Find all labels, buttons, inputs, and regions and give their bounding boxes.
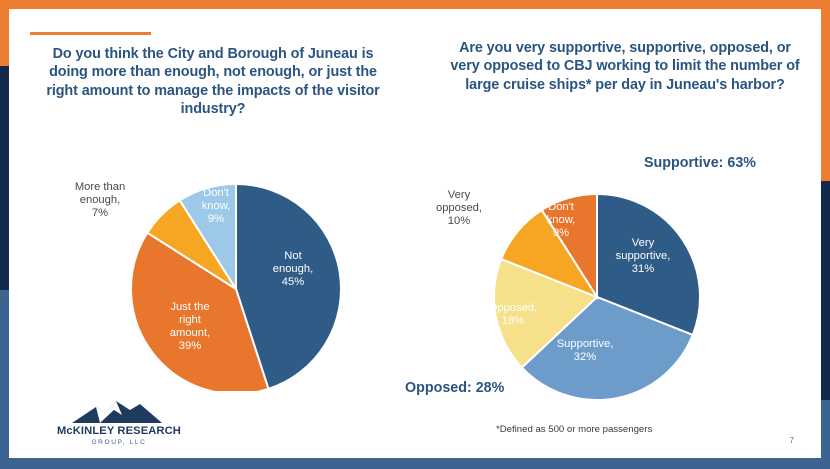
pie-slice — [235, 182, 342, 391]
pie-slice-label-line: 9% — [552, 227, 570, 240]
pie-slice-label-line: enough, — [79, 194, 121, 207]
logo-company-subtitle: GROUP, LLC — [91, 439, 147, 446]
pie-slice-label-line: More than — [74, 181, 126, 194]
pie-slice-label-line: know, — [546, 214, 576, 227]
pie-slice-label: Don't know, 9% — [171, 187, 261, 226]
pie-slice-label-line: Don't — [203, 187, 229, 200]
pie-slice — [596, 192, 701, 337]
pie-slice — [493, 257, 599, 369]
pie-slice-label: Very opposed, 10% — [414, 189, 504, 228]
pie-slice — [540, 192, 598, 301]
pie-slice-label-line: 32% — [573, 350, 597, 363]
pie-slice-label: Very supportive, 31% — [598, 237, 688, 276]
left-accent-bar-navy — [0, 66, 9, 290]
left-accent-bar-steel — [0, 290, 9, 469]
pie-slice-label-line: know, — [201, 200, 231, 213]
pie-slice-label-line: Supportive, — [556, 337, 614, 350]
pie-slice-label: Not enough, 45% — [248, 250, 338, 289]
mountain-icon-svg — [72, 401, 162, 423]
pie-slice-label-line: Very — [447, 189, 471, 202]
pie-slice-label-line: Opposed, — [488, 301, 538, 314]
pie-slice-label-line: supportive, — [615, 250, 671, 263]
pie-slice-label-line: Very — [631, 237, 655, 250]
right-accent-bar-orange — [821, 0, 830, 181]
pie-chart-visitor-industry-svg — [130, 182, 342, 391]
left-accent-bar-orange — [0, 0, 9, 66]
chart-title-cruise-ships: Are you very supportive, supportive, opp… — [450, 40, 800, 93]
pie-slice-label-line: opposed, — [435, 202, 483, 215]
pie-slice-label-line: 18% — [501, 314, 525, 327]
pie-slice-label: Don't know, 9% — [516, 201, 606, 240]
pie-slice-label-line: amount, — [169, 326, 211, 339]
pie-slice-label-line: 31% — [631, 263, 655, 276]
chart-panel-right: Are you very supportive, supportive, opp… — [415, 9, 821, 458]
pie-slice-label-line: right — [179, 313, 201, 326]
footnote-cruise-ship-definition: *Defined as 500 or more passengers — [496, 424, 653, 435]
pie-slice-label: More than enough, 7% — [55, 181, 145, 220]
pie-slice-label: Opposed, 18% — [468, 302, 558, 328]
pie-chart-cruise-ships: Very supportive, 31% Supportive, 32% Opposed,… — [436, 189, 703, 403]
pie-slice-label-line: Just the — [170, 300, 210, 313]
pie-slice-label-line: 9% — [207, 213, 225, 226]
pie-slice-label-line: 39% — [178, 339, 202, 352]
pie-slice — [178, 182, 237, 293]
right-accent-bar-navy — [821, 181, 830, 400]
pie-slice — [520, 295, 695, 401]
pie-slice-label-line: 10% — [447, 215, 471, 228]
company-logo: McKINLEY RESEARCH GROUP, LLC — [44, 398, 194, 456]
summary-supportive: Supportive: 63% — [644, 155, 757, 171]
page-number: 7 — [789, 436, 794, 445]
pie-slice-label-line: 7% — [91, 207, 109, 220]
pie-slice-label: Supportive, 32% — [540, 338, 630, 364]
summary-opposed: Opposed: 28% — [405, 380, 505, 396]
pie-slice-label: Just the right amount, 39% — [145, 301, 235, 353]
pie-chart-cruise-ships-svg — [493, 192, 701, 401]
pie-slice-label-line: 45% — [281, 276, 305, 289]
mountain-icon — [70, 398, 164, 424]
logo-company-name: McKINLEY RESEARCH — [57, 425, 181, 437]
bottom-accent-bar — [0, 458, 830, 469]
pie-slice-label-line: enough, — [272, 263, 314, 276]
title-accent-rule — [30, 32, 151, 35]
pie-chart-visitor-industry: Not enough, 45% Just the right amount, 39% More… — [75, 175, 344, 391]
chart-title-visitor-industry: Do you think the City and Borough of Jun… — [46, 46, 380, 117]
pie-slice-label-line: Don't — [548, 201, 574, 214]
pie-slice-label-line: Not — [284, 250, 302, 263]
right-accent-bar-steel — [821, 400, 830, 469]
chart-panel-left: Do you think the City and Borough of Jun… — [9, 9, 415, 458]
pie-slice — [130, 231, 270, 391]
top-accent-bar — [0, 0, 830, 9]
